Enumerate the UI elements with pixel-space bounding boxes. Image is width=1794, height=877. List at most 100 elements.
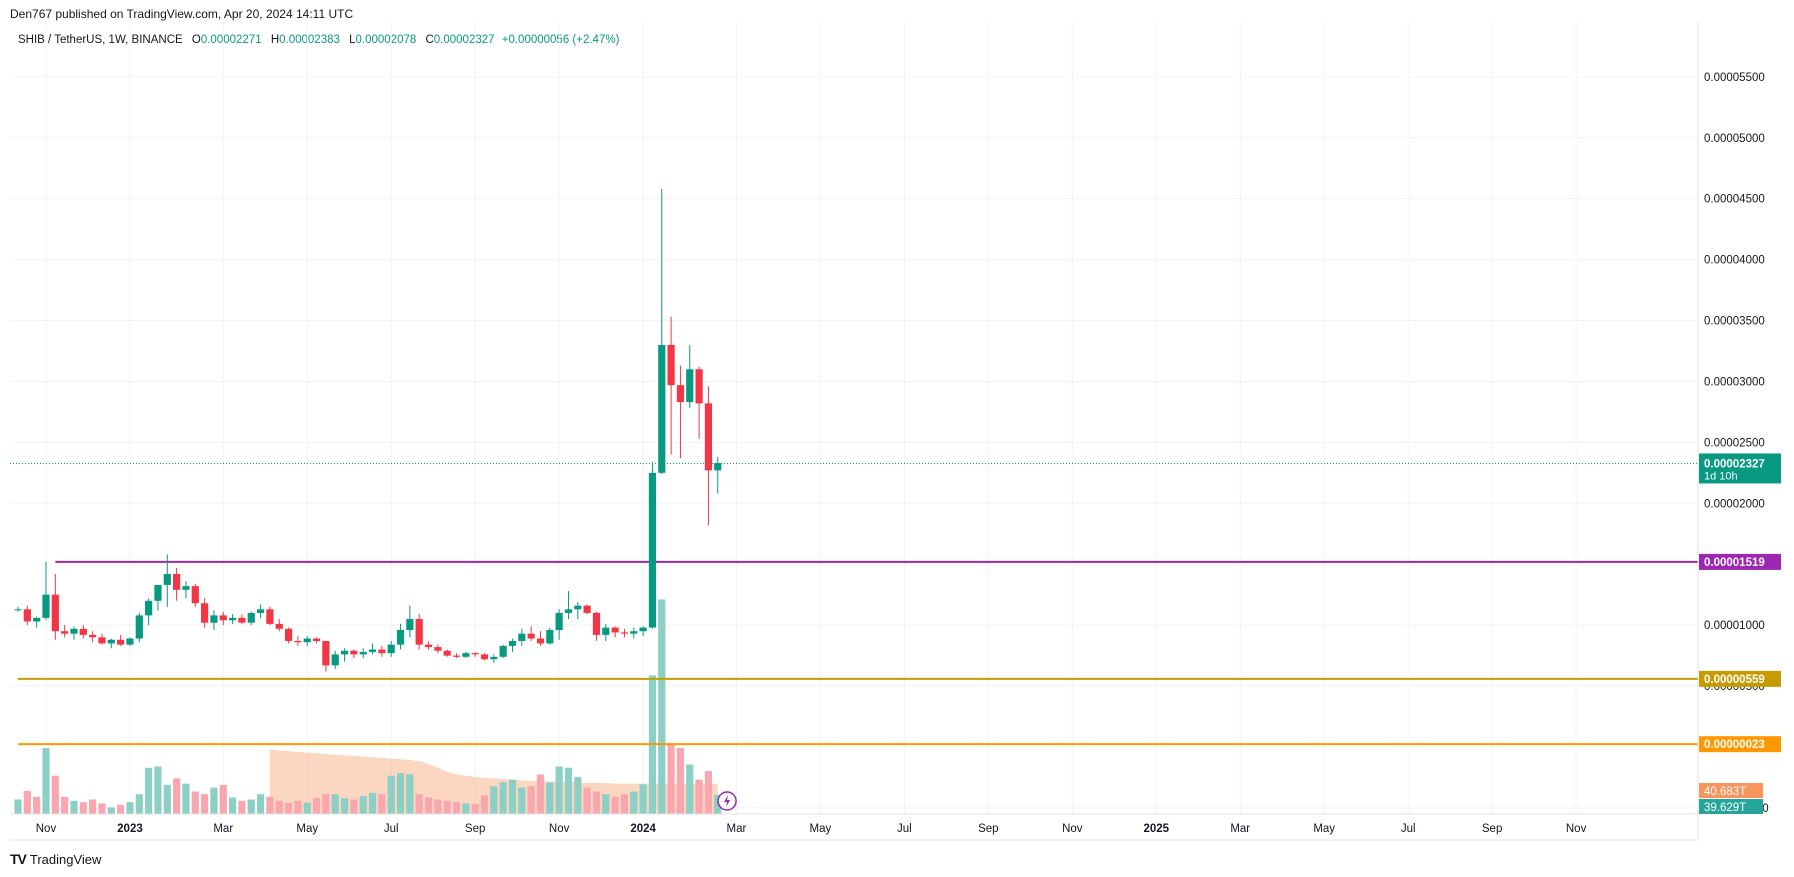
candle-body	[126, 638, 134, 645]
candle-body	[667, 344, 675, 386]
candle-body	[135, 615, 143, 639]
time-tick-label: Nov	[1062, 823, 1083, 835]
volume-bar	[247, 799, 255, 814]
candle-body	[499, 645, 507, 657]
open-value: 0.00002271	[200, 34, 262, 46]
volume-bar	[592, 791, 601, 814]
candle-body	[536, 638, 545, 644]
price-tick-label: 0.00000500	[1704, 681, 1765, 693]
volume-bar	[452, 802, 461, 814]
volume-bar	[387, 775, 395, 814]
candle-body	[117, 639, 125, 645]
volume-bar	[70, 800, 78, 814]
high-value: 0.00002383	[279, 34, 340, 46]
candle-body	[303, 638, 311, 643]
price-axis: 0.00005500 0.00005000 0.00004500 0.00004000…	[1697, 22, 1769, 840]
volume-bar	[462, 803, 470, 814]
volume-bar	[191, 791, 199, 814]
publish-caption: Den767 published on TradingView.com, Apr…	[10, 7, 354, 21]
volume-bar	[714, 794, 722, 814]
symbol-label[interactable]: SHIB / TetherUS, 1W, BINANCE	[18, 34, 183, 46]
volume-bar	[210, 787, 218, 814]
volume-bar	[79, 802, 87, 814]
brand-name: TradingView	[29, 851, 102, 867]
price-tick-label: 0.00004000	[1704, 255, 1765, 267]
time-tick-label: May	[1313, 823, 1335, 835]
time-tick-label: Nov	[36, 823, 57, 835]
volume-bar	[676, 748, 685, 814]
candle-body	[368, 649, 377, 652]
candle-body	[676, 385, 685, 403]
level-badge	[1699, 553, 1781, 570]
candle-body	[331, 654, 339, 666]
candle-body	[163, 573, 171, 585]
candle-body	[592, 612, 601, 635]
volume-bar	[611, 796, 619, 814]
time-tick-label: 2023	[117, 823, 143, 835]
candle-body	[79, 628, 87, 635]
volume-bar	[406, 774, 414, 814]
candle-body	[555, 612, 563, 631]
volume-bar	[695, 779, 703, 814]
tradingview-logo-icon: TV	[10, 851, 27, 867]
candle-body	[191, 586, 199, 604]
candle-body	[98, 637, 106, 644]
volume-bar	[527, 786, 535, 814]
volume-bar	[350, 799, 358, 814]
volume-bar	[14, 799, 22, 814]
volume-bar	[639, 784, 647, 814]
volume-bar	[368, 792, 377, 814]
candle-body	[312, 638, 321, 641]
price-tick-label: 0.00003500	[1704, 316, 1765, 328]
volume-bar	[564, 767, 573, 814]
candle-body	[704, 403, 713, 471]
volume-bar	[173, 778, 181, 814]
candle-body	[275, 623, 283, 629]
volume-bar	[294, 800, 302, 814]
bar-countdown-label: 1d 10h	[1704, 470, 1738, 482]
volume-bar	[135, 794, 143, 814]
volume-bar	[630, 791, 638, 814]
change-value: +0.00000056 (+2.47%)	[501, 34, 620, 46]
candle-body	[611, 627, 619, 633]
current-price-badge	[1699, 453, 1781, 484]
price-tick-label: 0.00005000	[1704, 133, 1765, 145]
level-badge-label: 0.00000023	[1704, 739, 1765, 751]
time-tick-label: 2025	[1143, 823, 1169, 835]
volume-bar	[256, 794, 265, 814]
volume-bar	[331, 794, 339, 814]
volume-bars	[14, 599, 722, 814]
volume-bar	[126, 802, 134, 814]
candle-body	[247, 612, 255, 623]
time-tick-label: Nov	[1566, 823, 1587, 835]
candle-body	[42, 594, 50, 618]
candle-body	[452, 655, 461, 657]
volume-bar	[658, 599, 666, 814]
candle-body	[350, 650, 358, 655]
volume-bar	[443, 800, 451, 814]
candle-body	[294, 640, 302, 643]
horizontal-levels	[18, 560, 1698, 746]
open-label: O	[191, 34, 201, 46]
time-tick-label: Mar	[727, 823, 747, 835]
candle-body	[490, 656, 498, 660]
price-tick-label: 0.00001000	[1704, 620, 1765, 632]
volume-bar	[536, 774, 545, 814]
candle-body	[154, 584, 162, 601]
candle-body	[508, 640, 517, 646]
candle-body	[714, 463, 722, 471]
candle-body	[51, 594, 59, 632]
candle-body	[546, 630, 554, 644]
candlesticks	[14, 188, 722, 672]
volume-badge	[1699, 799, 1763, 814]
volume-bar	[359, 796, 367, 814]
level-badge-label: 0.00000559	[1704, 674, 1765, 686]
candle-body	[639, 627, 647, 632]
tradingview-brand[interactable]: TV TradingView	[10, 851, 101, 867]
volume-badge-label: 39.629T	[1704, 802, 1746, 814]
volume-bar	[219, 784, 227, 814]
volume-bar	[322, 794, 330, 814]
price-tick-label: 0.00003000	[1704, 376, 1765, 388]
volume-bar	[33, 796, 41, 814]
